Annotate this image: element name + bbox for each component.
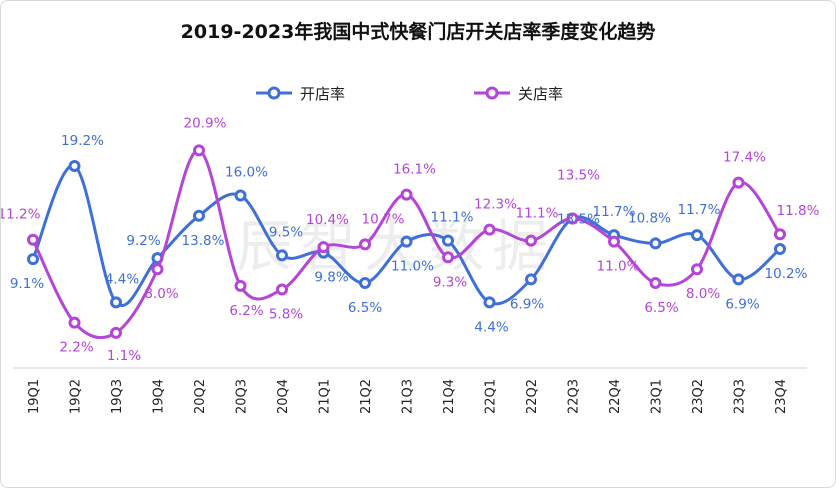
- data-label: 11.0%: [391, 259, 434, 275]
- chart-title: 2019-2023年我国中式快餐门店开关店率季度变化趋势: [180, 21, 656, 43]
- data-point[interactable]: [317, 241, 330, 254]
- data-label: 12.3%: [474, 197, 517, 213]
- data-point[interactable]: [774, 228, 786, 241]
- data-point[interactable]: [525, 234, 537, 247]
- data-label: 13.5%: [557, 212, 600, 228]
- x-tick-label: 20Q4: [276, 379, 291, 414]
- x-tick-label: 23Q3: [733, 379, 748, 414]
- x-tick-label: 21Q1: [318, 379, 333, 414]
- x-tick-label: 23Q1: [650, 379, 665, 414]
- data-point[interactable]: [649, 237, 662, 250]
- data-label: 20.9%: [184, 115, 227, 131]
- data-point[interactable]: [525, 273, 537, 286]
- data-label: 1.1%: [107, 348, 141, 364]
- data-label: 11.8%: [777, 203, 820, 219]
- data-label: 6.2%: [229, 303, 263, 319]
- data-label: 9.1%: [10, 276, 44, 292]
- data-label: 11.1%: [431, 210, 474, 226]
- data-point[interactable]: [27, 253, 39, 266]
- x-tick-label: 21Q2: [359, 379, 374, 414]
- x-tick-label: 20Q2: [193, 379, 208, 414]
- data-point[interactable]: [483, 223, 496, 236]
- data-label: 10.8%: [628, 210, 671, 226]
- data-point[interactable]: [359, 238, 371, 251]
- data-point[interactable]: [110, 296, 122, 309]
- x-tick-label: 22Q3: [567, 379, 582, 414]
- data-point[interactable]: [68, 160, 81, 173]
- x-tick-label: 22Q2: [525, 379, 540, 414]
- data-label: 9.2%: [126, 233, 160, 249]
- data-label: 8.0%: [686, 286, 720, 302]
- data-point[interactable]: [193, 209, 205, 222]
- data-label: 4.4%: [105, 271, 139, 287]
- x-tick-label: 21Q4: [442, 379, 457, 414]
- data-label: 13.5%: [557, 168, 600, 184]
- data-label: 6.9%: [725, 296, 759, 312]
- x-tick-label: 19Q2: [69, 379, 84, 414]
- data-label: 9.5%: [269, 224, 303, 240]
- data-point[interactable]: [400, 188, 413, 201]
- x-tick-label: 20Q3: [235, 379, 250, 414]
- data-point[interactable]: [27, 233, 39, 246]
- data-point[interactable]: [442, 234, 454, 247]
- data-label: 19.2%: [61, 133, 104, 149]
- x-tick-label: 22Q1: [484, 379, 499, 414]
- data-label: 17.4%: [723, 150, 766, 166]
- data-point[interactable]: [691, 263, 703, 276]
- data-point[interactable]: [276, 249, 288, 262]
- x-tick-label: 23Q2: [691, 379, 706, 414]
- data-label: 5.8%: [269, 307, 303, 323]
- data-label: 10.7%: [362, 211, 405, 227]
- x-tick-label: 19Q1: [27, 379, 42, 414]
- x-tick-label: 19Q3: [110, 379, 125, 414]
- data-point[interactable]: [110, 326, 122, 339]
- legend-label-1: 关店率: [518, 85, 563, 103]
- data-label: 4.4%: [474, 319, 508, 335]
- data-point[interactable]: [234, 189, 247, 202]
- data-label: 11.2%: [1, 207, 41, 223]
- data-point[interactable]: [151, 263, 164, 276]
- data-point[interactable]: [400, 235, 413, 248]
- data-label: 11.1%: [516, 206, 559, 222]
- data-label: 9.3%: [433, 274, 467, 290]
- legend-label-0: 开店率: [300, 85, 345, 103]
- data-label: 6.5%: [644, 300, 678, 316]
- data-point[interactable]: [68, 316, 81, 329]
- data-point[interactable]: [691, 229, 703, 242]
- data-label: 11.0%: [597, 259, 640, 275]
- data-label: 10.4%: [306, 212, 349, 228]
- data-label: 9.8%: [314, 270, 348, 286]
- data-point[interactable]: [566, 212, 579, 225]
- data-label: 8.0%: [144, 286, 178, 302]
- data-point[interactable]: [359, 277, 371, 290]
- data-label: 16.1%: [393, 162, 436, 178]
- data-point[interactable]: [442, 251, 454, 264]
- legend-item-0[interactable]: 开店率: [256, 85, 345, 103]
- data-point[interactable]: [234, 279, 247, 292]
- data-label: 10.2%: [765, 266, 808, 282]
- data-label: 6.5%: [348, 300, 382, 316]
- data-point[interactable]: [276, 283, 288, 296]
- data-point[interactable]: [649, 277, 662, 290]
- data-point[interactable]: [774, 242, 786, 255]
- x-tick-label: 23Q4: [774, 379, 789, 414]
- data-point[interactable]: [483, 296, 496, 309]
- data-point[interactable]: [608, 235, 620, 248]
- legend-item-1[interactable]: 关店率: [474, 85, 563, 103]
- watermark-text: 辰智大数据: [236, 215, 556, 280]
- x-tick-label: 21Q3: [401, 379, 416, 414]
- data-point[interactable]: [732, 273, 745, 286]
- data-point[interactable]: [732, 176, 745, 189]
- x-tick-label: 22Q4: [608, 379, 623, 414]
- data-label: 11.7%: [593, 204, 636, 220]
- data-label: 11.7%: [678, 202, 721, 218]
- x-tick-label: 19Q4: [152, 379, 167, 414]
- data-point[interactable]: [193, 144, 205, 157]
- data-label: 16.0%: [225, 165, 268, 181]
- data-label: 13.8%: [182, 233, 225, 249]
- data-label: 6.9%: [510, 296, 544, 312]
- data-label: 2.2%: [59, 340, 93, 356]
